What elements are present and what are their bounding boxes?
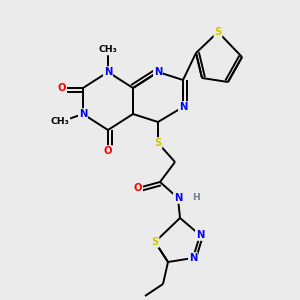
Text: O: O [134,183,142,193]
Text: S: S [154,138,162,148]
Text: S: S [214,27,222,37]
Text: N: N [179,102,187,112]
Text: N: N [189,253,197,263]
Text: S: S [152,237,159,247]
Text: N: N [79,109,87,119]
Text: O: O [58,83,66,93]
Text: N: N [174,193,182,203]
Text: CH₃: CH₃ [51,118,69,127]
Text: H: H [192,194,200,202]
Text: N: N [154,67,162,77]
Text: N: N [196,230,204,240]
Text: O: O [104,146,112,156]
Text: CH₃: CH₃ [99,46,117,55]
Text: N: N [104,67,112,77]
